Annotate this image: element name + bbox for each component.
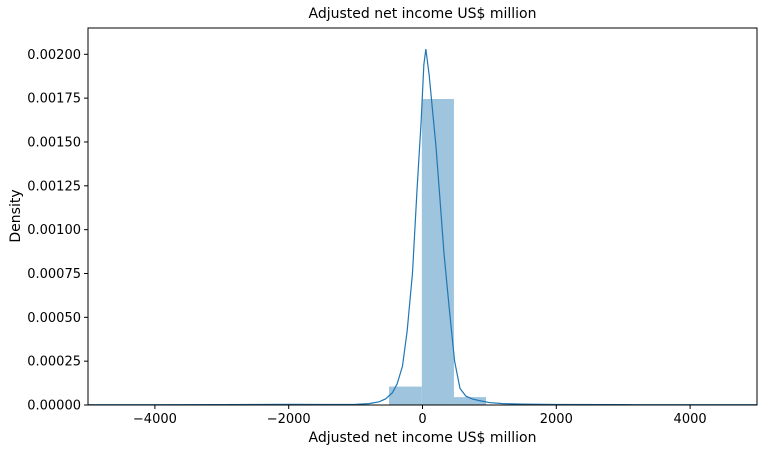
x-tick-label: −2000 xyxy=(267,412,311,427)
x-tick-label: 4000 xyxy=(674,412,707,427)
x-tick-label: 0 xyxy=(418,412,426,427)
y-tick-label: 0.00150 xyxy=(27,135,81,150)
x-axis-title: Adjusted net income US$ million xyxy=(309,430,537,446)
y-tick-label: 0.00200 xyxy=(27,48,81,63)
y-axis-title: Density xyxy=(8,189,24,242)
y-tick-label: 0.00025 xyxy=(27,355,81,370)
y-tick-label: 0.00000 xyxy=(27,399,81,414)
y-tick-label: 0.00100 xyxy=(27,223,81,238)
y-tick-label: 0.00075 xyxy=(27,267,81,282)
histogram-bar-1 xyxy=(421,99,454,405)
histogram-bar-2 xyxy=(453,397,487,405)
y-tick-label: 0.00175 xyxy=(27,92,81,107)
y-tick-label: 0.00050 xyxy=(27,311,81,326)
histogram-bar-0 xyxy=(389,386,422,405)
x-tick-label: −4000 xyxy=(133,412,177,427)
y-axis: 0.00000 0.00025 0.00050 0.00075 0.00100 0.001… xyxy=(27,48,88,414)
kde-line xyxy=(88,48,757,406)
x-tick-label: 2000 xyxy=(540,412,573,427)
y-tick-label: 0.00125 xyxy=(27,179,81,194)
x-axis: −4000 −2000 0 2000 4000 xyxy=(133,405,707,427)
histogram-bars xyxy=(389,99,487,405)
chart-title: Adjusted net income US$ million xyxy=(309,6,537,22)
